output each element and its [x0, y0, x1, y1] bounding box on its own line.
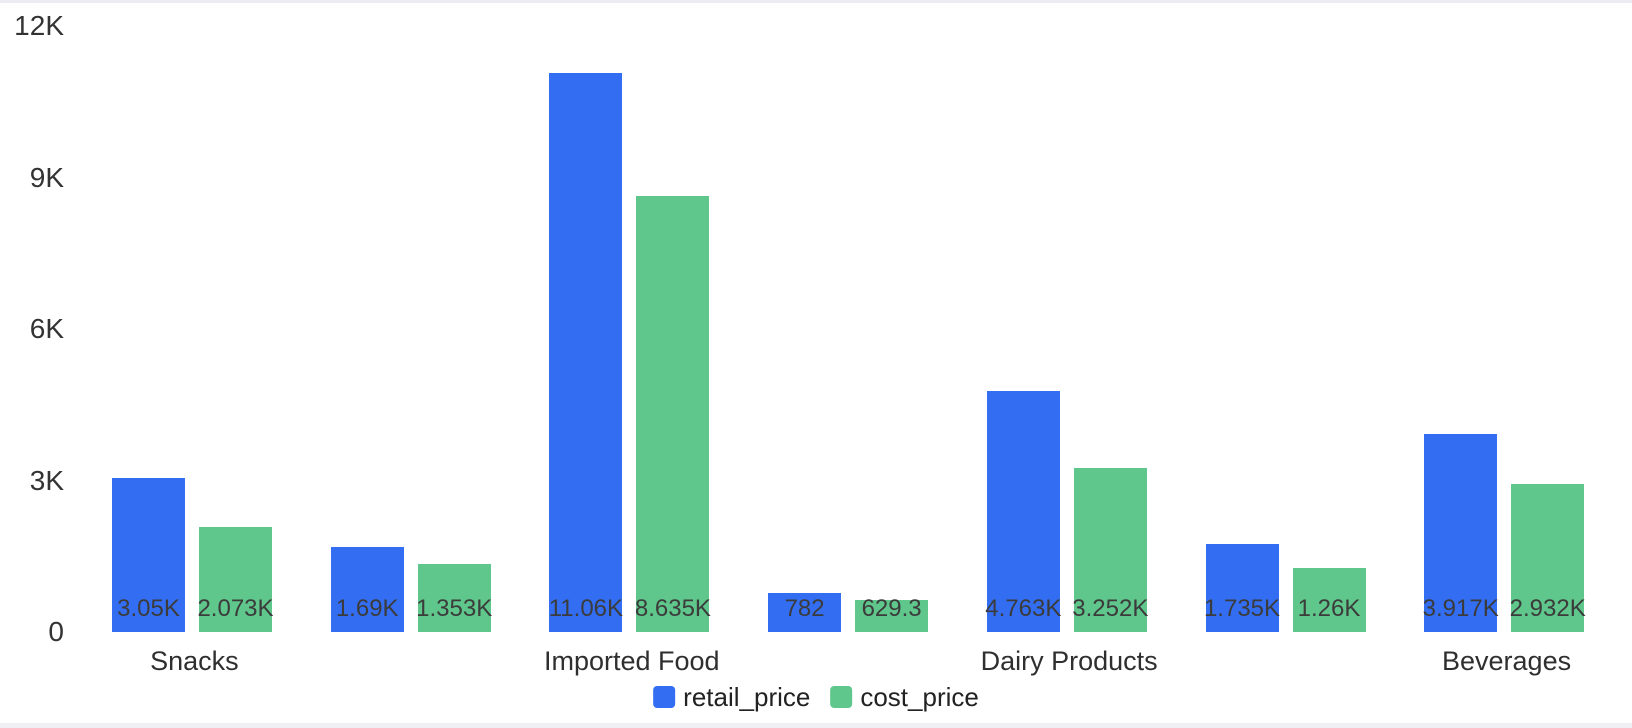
- cost-price-value-label: 629.3: [861, 595, 922, 622]
- cost-price-value-label: 2.073K: [197, 595, 274, 622]
- bottom-edge-strip: [0, 723, 1632, 728]
- x-axis-label-dairy-products: Dairy Products: [980, 646, 1158, 676]
- legend-swatch-retail-price: [653, 686, 676, 708]
- legend-label: retail_price: [683, 682, 811, 712]
- legend: retail_price cost_price: [653, 684, 979, 710]
- retail-price-bar[interactable]: [1205, 544, 1279, 632]
- retail-price-value-label: 3.05K: [117, 595, 180, 622]
- retail-price-bar[interactable]: [986, 391, 1060, 632]
- retail-price-bar[interactable]: [768, 592, 842, 632]
- retail-price-value-label: 11.06K: [548, 595, 624, 622]
- cost-price-value-label: 2.932K: [1509, 595, 1586, 622]
- retail-price-value-label: 3.917K: [1422, 595, 1499, 622]
- cost-price-bar[interactable]: [417, 563, 491, 632]
- cost-price-bar[interactable]: [636, 195, 710, 632]
- retail-price-bar[interactable]: [1424, 434, 1498, 632]
- cost-price-bar[interactable]: [199, 527, 272, 632]
- legend-item-cost-price[interactable]: cost_price: [830, 684, 979, 710]
- x-axis-label-beverages: Beverages: [1442, 646, 1572, 676]
- retail-price-bar[interactable]: [112, 477, 185, 632]
- cost-price-bar[interactable]: [855, 600, 929, 632]
- cost-price-bar[interactable]: [1511, 483, 1585, 632]
- cost-price-value-label: 8.635K: [634, 595, 711, 622]
- cost-price-value-label: 1.353K: [416, 595, 493, 622]
- retail-price-bar[interactable]: [330, 546, 404, 632]
- legend-label: cost_price: [860, 682, 979, 712]
- legend-item-retail-price[interactable]: retail_price: [653, 684, 810, 710]
- top-edge-strip: [0, 0, 1632, 3]
- x-axis-label-imported-food: Imported Food: [543, 646, 720, 676]
- retail-price-value-label: 4.763K: [985, 595, 1062, 622]
- retail-price-value-label: 1.69K: [335, 595, 399, 622]
- cost-price-bar[interactable]: [1073, 467, 1147, 632]
- y-axis-tick-label: 6K: [29, 313, 64, 344]
- y-axis-tick-label: 3K: [29, 464, 64, 496]
- x-axis-label-snacks: Snacks: [150, 646, 239, 676]
- cost-price-value-label: 3.252K: [1072, 595, 1149, 622]
- y-axis-tick-label: 12K: [14, 10, 64, 41]
- y-axis-tick-label: 0: [48, 616, 64, 647]
- retail-price-value-label: 782: [784, 595, 825, 622]
- legend-swatch-cost-price: [830, 686, 853, 708]
- cost-price-bar[interactable]: [1292, 568, 1366, 632]
- retail-price-value-label: 1.735K: [1203, 595, 1281, 622]
- retail-price-bar[interactable]: [549, 73, 623, 632]
- y-axis-tick-label: 9K: [29, 161, 64, 193]
- cost-price-value-label: 1.26K: [1297, 595, 1361, 622]
